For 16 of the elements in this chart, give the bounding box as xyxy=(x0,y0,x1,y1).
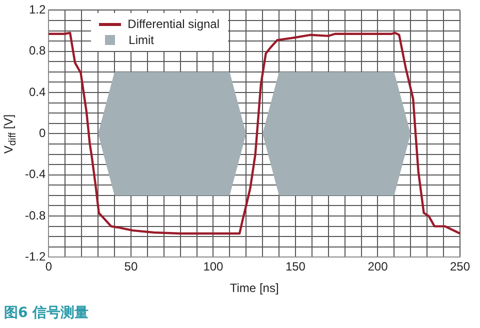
legend-label: Limit xyxy=(128,33,154,48)
y-tick-label: 0.8 xyxy=(28,44,46,58)
caption: 图6 信号测量 xyxy=(4,304,89,322)
y-tick-label: -0.4 xyxy=(24,167,46,182)
y-tick-label: 0 xyxy=(38,126,46,140)
x-tick-label: 200 xyxy=(368,260,388,274)
x-tick-label: 50 xyxy=(124,260,138,274)
x-axis-title: Time [ns] xyxy=(230,281,279,296)
y-tick-label: 0.4 xyxy=(28,84,46,99)
y-tick-label: 1.2 xyxy=(28,2,46,17)
x-tick-label: 100 xyxy=(203,260,224,274)
y-tick-label: -1.2 xyxy=(24,250,46,264)
y-tick-label: -0.8 xyxy=(24,208,46,222)
legend-label: Differential signal xyxy=(128,17,220,32)
x-tick-label: 250 xyxy=(450,260,470,274)
x-tick-label: 150 xyxy=(285,260,306,274)
